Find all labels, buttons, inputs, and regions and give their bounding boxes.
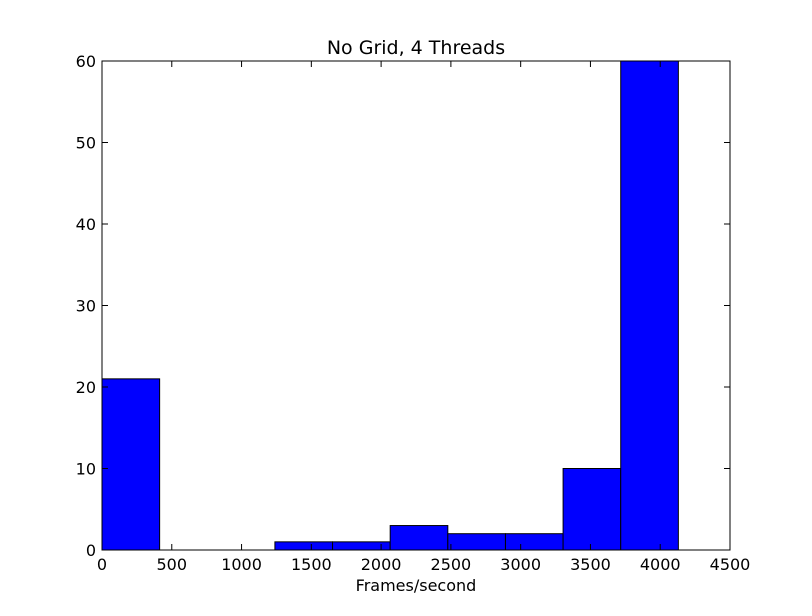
y-tick-label: 60	[76, 52, 96, 71]
y-tick-label: 20	[76, 378, 96, 397]
x-tick-label: 4500	[710, 555, 751, 574]
x-tick-label: 4000	[640, 555, 681, 574]
x-tick-label: 1500	[291, 555, 332, 574]
chart-title: No Grid, 4 Threads	[327, 37, 505, 59]
x-tick-label: 3000	[500, 555, 541, 574]
bars-group	[101, 60, 679, 551]
histogram-bar	[447, 533, 506, 551]
y-tick-label: 10	[76, 460, 96, 479]
histogram-bar	[389, 525, 449, 551]
histogram-bar	[504, 533, 564, 551]
x-tick-label: 1000	[221, 555, 262, 574]
y-tick-label: 50	[76, 134, 96, 153]
histogram-bar	[101, 378, 161, 551]
y-tick-labels: 0 10 20 30 40 50 60	[76, 52, 96, 560]
x-tick-label: 3500	[570, 555, 611, 574]
histogram-bar	[562, 468, 622, 551]
x-tick-label: 2500	[431, 555, 472, 574]
x-tick-label: 0	[97, 555, 107, 574]
histogram-bar	[274, 541, 334, 551]
y-tick-label: 0	[86, 541, 96, 560]
x-tick-labels: 0 500 1000 1500 2000 2500 3000 3500 4000 4500	[97, 555, 750, 574]
x-tick-label: 2000	[361, 555, 402, 574]
x-tick-label: 500	[157, 555, 188, 574]
y-tick-label: 30	[76, 297, 96, 316]
y-tick-label: 40	[76, 215, 96, 234]
histogram-bar	[620, 60, 679, 551]
x-axis-title: Frames/second	[356, 576, 477, 595]
plot-frame	[101, 60, 731, 551]
